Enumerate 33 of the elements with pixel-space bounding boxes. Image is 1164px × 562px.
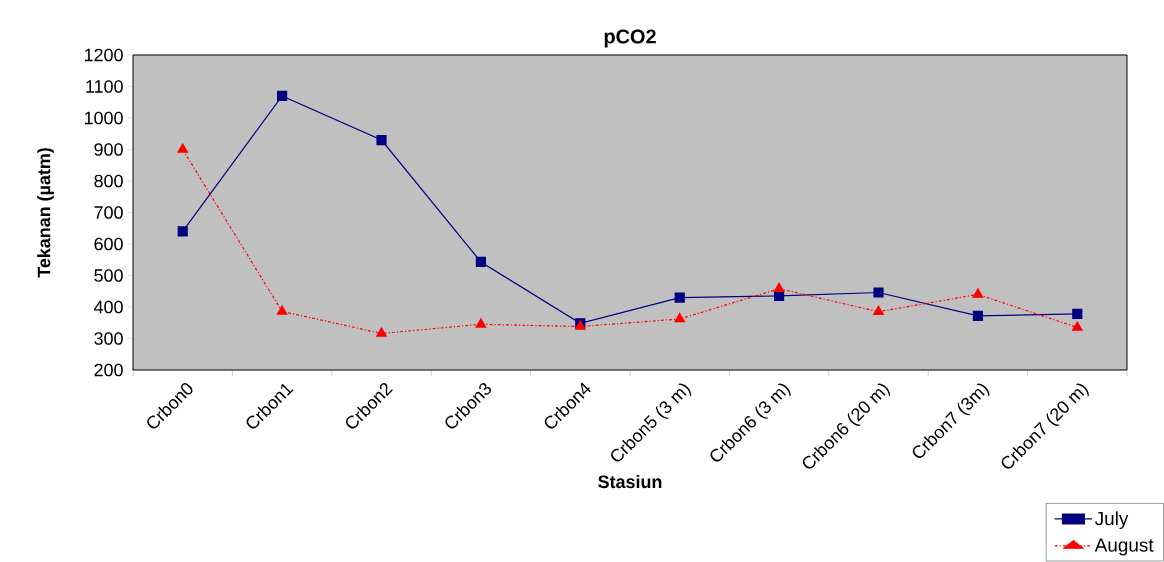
y-axis-title: Tekanan (µatm) [37,148,54,278]
y-tick-label: 1000 [84,111,123,125]
y-tick-label: 500 [94,269,123,282]
point [475,318,487,328]
y-tick-label: 300 [94,332,123,345]
y-tick-label: 600 [94,237,123,251]
point [277,90,288,102]
y-tick-label: 900 [94,143,123,156]
point [674,312,686,323]
point [177,226,188,237]
point [475,256,486,268]
y-tick-label: 200 [94,363,123,377]
point [873,305,884,316]
x-axis-title: Stasiun [598,474,662,489]
point [376,134,387,146]
y-tick-label: 1100 [86,80,123,93]
legend-label: August [1094,538,1154,556]
point [376,327,387,337]
point [773,282,785,293]
y-tick-label: 700 [94,206,123,219]
point [972,288,984,298]
y-tick-label: 400 [93,300,123,314]
y-tick-label: 1200 [84,48,123,62]
point [276,305,288,315]
legend-label: July [1094,511,1129,529]
chart-title: pCO2 [604,29,656,48]
point [1071,321,1083,331]
point [1072,308,1083,320]
point [177,143,189,153]
point [873,287,884,298]
point [972,310,983,321]
point [674,292,685,303]
y-tick-label: 800 [94,174,123,188]
